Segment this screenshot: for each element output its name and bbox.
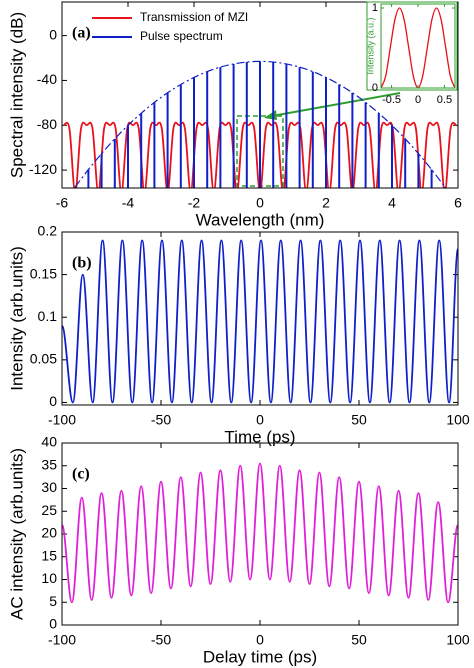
- plot-area: [381, 7, 455, 88]
- y-tick-label: 0.15: [30, 265, 57, 281]
- y-tick-label: 20: [41, 525, 57, 541]
- y-tick-label: 0: [49, 393, 57, 409]
- y-tick-label: 0: [49, 26, 57, 42]
- axes-frame: [61, 231, 459, 406]
- x-tick-label: 50: [351, 632, 367, 648]
- legend-label: Pulse spectrum: [140, 29, 223, 43]
- y-tick-label: 0.2: [38, 223, 58, 239]
- x-tick-label: 6: [454, 195, 462, 211]
- y-tick-label: 5: [49, 593, 57, 609]
- y-tick-label: 0: [49, 616, 57, 632]
- y-axis-label: Intensity (a.u.): [365, 17, 375, 74]
- x-tick-label: 0: [256, 195, 264, 211]
- legend-label: Transmission of MZI: [140, 10, 248, 24]
- x-axis-label: Delay time (ps): [203, 647, 317, 666]
- y-tick-label: -120: [29, 161, 57, 177]
- arrow-head: [264, 110, 277, 120]
- axes-frame: [61, 1, 459, 189]
- y-tick-label: 0: [372, 82, 378, 94]
- plot-area: [62, 462, 458, 604]
- y-tick-label: 40: [41, 434, 57, 450]
- x-tick-label: 0.5: [437, 94, 452, 106]
- x-tick-label: -6: [56, 195, 69, 211]
- x-tick-label: 0: [256, 632, 264, 648]
- y-axis-label: Intensity (arb.units): [7, 246, 26, 391]
- x-tick-label: 100: [446, 412, 470, 428]
- x-tick-label: 4: [388, 195, 396, 211]
- x-tick-label: 0: [256, 412, 264, 428]
- x-tick-label: 50: [351, 412, 367, 428]
- x-tick-label: -100: [48, 412, 76, 428]
- envelope: [74, 60, 446, 188]
- plot-area: [62, 60, 458, 188]
- x-tick-label: 0: [415, 94, 421, 106]
- y-tick-label: 0.1: [38, 308, 58, 324]
- y-tick-label: 10: [41, 570, 57, 586]
- axes-frame: [380, 3, 456, 89]
- x-tick-label: -50: [151, 412, 171, 428]
- panel-label: (b): [72, 255, 92, 272]
- x-tick-label: -2: [188, 195, 201, 211]
- plot-area: [62, 239, 458, 404]
- x-tick-label: -100: [48, 632, 76, 648]
- panel-label: (c): [72, 466, 90, 483]
- y-axis-label: AC intensity (arb.units): [7, 448, 26, 620]
- curve: [62, 462, 458, 604]
- y-tick-label: 0.05: [30, 351, 57, 367]
- y-tick-label: 35: [41, 456, 57, 472]
- x-tick-label: 2: [322, 195, 330, 211]
- y-axis-label: Spectral intensity (dB): [7, 12, 26, 178]
- y-tick-label: -40: [37, 71, 57, 87]
- curve: [381, 7, 455, 88]
- arrow: [271, 92, 401, 117]
- x-axis-label: Time (ps): [224, 427, 295, 446]
- x-axis-label: Wavelength (nm): [196, 210, 325, 229]
- inset-background: [366, 1, 458, 91]
- curve: [62, 239, 458, 404]
- curve: [62, 121, 458, 188]
- y-tick-label: 25: [41, 502, 57, 518]
- panel-label: (a): [72, 25, 91, 42]
- y-tick-label: 1: [372, 2, 378, 14]
- y-tick-label: 15: [41, 547, 57, 563]
- x-tick-label: -50: [151, 632, 171, 648]
- x-tick-label: -4: [122, 195, 135, 211]
- x-tick-label: 100: [446, 632, 470, 648]
- y-tick-label: 30: [41, 479, 57, 495]
- x-tick-label: -0.5: [382, 94, 401, 106]
- axes-frame: [61, 442, 459, 626]
- y-tick-label: -80: [37, 116, 57, 132]
